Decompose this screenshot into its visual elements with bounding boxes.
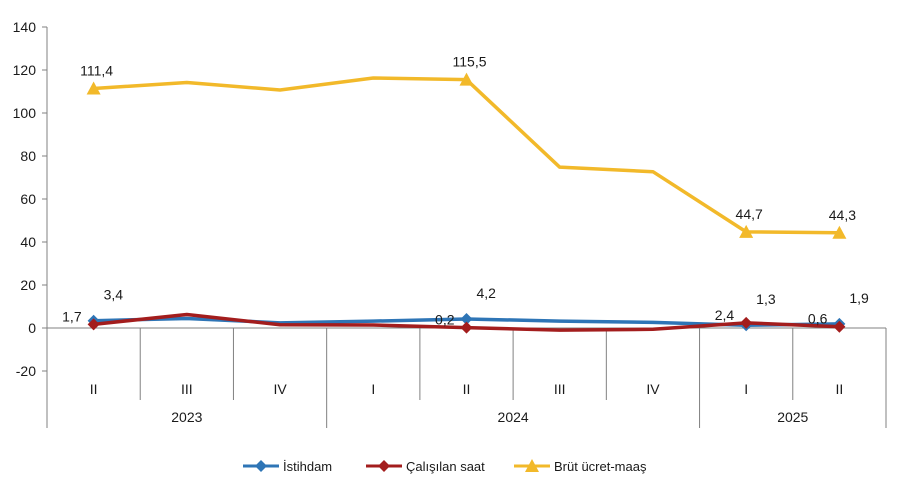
- diamond-marker: [460, 321, 473, 334]
- data-label: 1,3: [756, 291, 776, 307]
- legend-label: Çalışılan saat: [406, 459, 485, 474]
- x-year-label: 2023: [171, 409, 202, 425]
- chart-series: [86, 72, 847, 334]
- x-category-label: III: [181, 381, 193, 397]
- y-tick-label: 80: [20, 148, 36, 164]
- data-label: 115,5: [453, 54, 487, 70]
- triangle-marker: [525, 459, 539, 472]
- x-category-label: IV: [273, 381, 287, 397]
- legend-label: İstihdam: [283, 459, 332, 474]
- y-axis-ticks: -20 0 20 40 60 80 100 120 140: [13, 19, 47, 379]
- triangle-marker: [832, 225, 847, 239]
- diamond-marker: [87, 318, 100, 331]
- data-label: 0,2: [435, 312, 455, 328]
- x-category-label: I: [744, 381, 748, 397]
- legend: İstihdam Çalışılan saat Brüt ücret-maaş: [243, 459, 647, 474]
- x-year-label: 2024: [498, 409, 529, 425]
- diamond-marker: [833, 320, 846, 333]
- data-labels: 3,4 4,2 1,3 1,9 1,7 0,2 2,4 0,6 111,4 115,5 44,7 44…: [62, 54, 869, 328]
- series-line-brut-ucret-maas: [91, 76, 842, 235]
- diamond-marker: [255, 460, 267, 472]
- x-year-label: 2025: [777, 409, 808, 425]
- triangle-marker: [86, 81, 101, 95]
- y-tick-label: 60: [20, 191, 36, 207]
- diamond-marker: [378, 460, 390, 472]
- data-label: 44,7: [736, 206, 763, 222]
- y-tick-label: 120: [13, 62, 37, 78]
- y-tick-label: 20: [20, 277, 36, 293]
- x-category-label: II: [90, 381, 98, 397]
- triangle-marker: [739, 224, 754, 238]
- chart-axes: [46, 27, 887, 428]
- legend-label: Brüt ücret-maaş: [554, 459, 647, 474]
- data-label: 4,2: [477, 285, 497, 301]
- data-label: 44,3: [829, 207, 856, 223]
- x-category-label: III: [554, 381, 566, 397]
- data-label: 111,4: [80, 62, 113, 78]
- data-label: 2,4: [715, 307, 735, 323]
- x-category-label: I: [371, 381, 375, 397]
- x-category-label: II: [835, 381, 843, 397]
- y-tick-label: -20: [16, 363, 36, 379]
- diamond-marker: [460, 312, 473, 325]
- y-tick-label: 40: [20, 234, 36, 250]
- triangle-marker: [459, 72, 474, 86]
- y-tick-label: 100: [13, 105, 37, 121]
- x-category-label: IV: [646, 381, 660, 397]
- data-label: 1,7: [62, 308, 82, 324]
- diamond-marker: [740, 316, 753, 329]
- y-tick-label: 0: [28, 320, 36, 336]
- data-label: 0,6: [808, 311, 828, 327]
- x-category-label: II: [463, 381, 471, 397]
- data-label: 3,4: [104, 287, 124, 303]
- data-label: 1,9: [849, 290, 869, 306]
- y-tick-label: 140: [13, 19, 37, 35]
